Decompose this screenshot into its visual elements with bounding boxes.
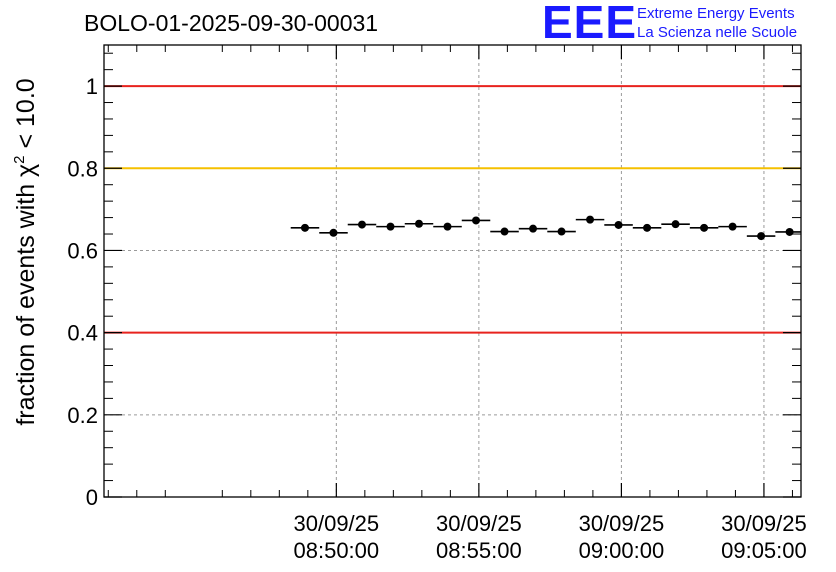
x-tick-label-date: 30/09/25 [294, 511, 380, 536]
data-point [643, 223, 652, 232]
data-point [472, 216, 481, 225]
plot-frame [103, 44, 802, 498]
x-tick-label-date: 30/09/25 [579, 511, 665, 536]
data-point [614, 220, 623, 229]
data-point [529, 224, 538, 233]
logo-line1: Extreme Energy Events [637, 5, 795, 22]
x-tick-labels: 30/09/2508:50:0030/09/2508:55:0030/09/25… [294, 511, 807, 563]
data-point [785, 227, 794, 236]
y-tick-label: 0.6 [67, 238, 98, 263]
logo-text: Extreme Energy Events La Scienza nelle S… [637, 4, 797, 42]
x-tick-label-time: 09:05:00 [721, 538, 807, 563]
logo-mark: EEE [542, 0, 638, 48]
grid-lines [104, 45, 801, 497]
x-tick-label-date: 30/09/25 [721, 511, 807, 536]
data-point [415, 219, 424, 228]
data-point [671, 220, 680, 229]
y-tick-labels: 0 0.2 0.4 0.6 0.8 1 [67, 74, 98, 510]
data-point [700, 223, 709, 232]
data-point [728, 222, 737, 231]
x-tick-label-date: 30/09/25 [436, 511, 522, 536]
data-points [290, 215, 801, 241]
data-point [357, 220, 366, 229]
y-tick-label: 0 [86, 485, 98, 510]
logo-line2: La Scienza nelle Scuole [637, 24, 798, 41]
data-point [586, 215, 595, 224]
data-point [300, 223, 309, 232]
axes-ticks [104, 45, 801, 498]
x-tick-label-time: 08:55:00 [436, 538, 522, 563]
data-point [443, 222, 452, 231]
y-tick-label: 1 [86, 74, 98, 99]
x-tick-label-time: 09:00:00 [579, 538, 665, 563]
data-point [386, 222, 395, 231]
y-tick-label: 0.4 [67, 321, 98, 346]
y-tick-label: 0.8 [67, 156, 98, 181]
data-point [329, 228, 338, 237]
data-point [757, 232, 766, 241]
data-point [500, 227, 509, 236]
chart-title: BOLO-01-2025-09-30-00031 [84, 10, 379, 36]
y-axis-label: fraction of events with χ2 < 10.0 [11, 78, 40, 425]
x-tick-label-time: 08:50:00 [294, 538, 380, 563]
data-point [557, 227, 566, 236]
y-tick-label: 0.2 [67, 403, 98, 428]
reference-lines [104, 85, 801, 334]
